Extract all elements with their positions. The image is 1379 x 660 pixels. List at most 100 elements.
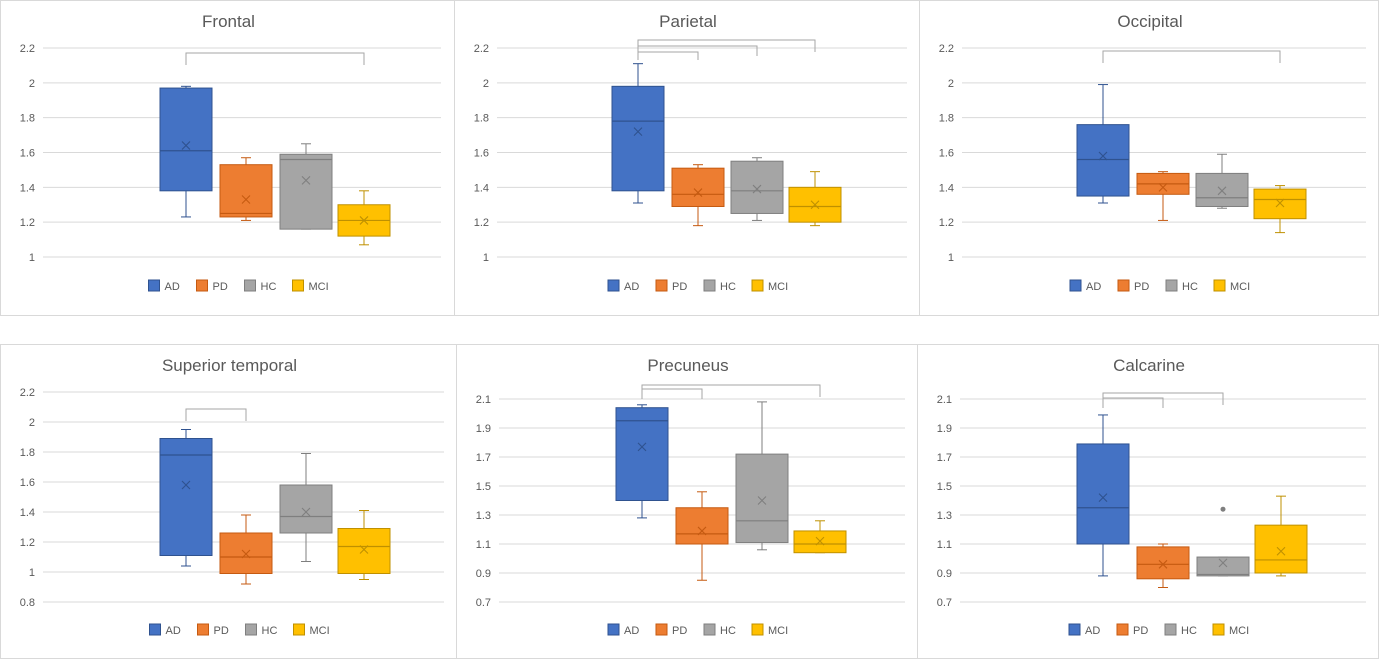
legend-swatch [607,279,620,292]
legend-item-mci: MCI [1213,279,1250,293]
legend-label: MCI [1229,625,1249,637]
legend-label: PD [214,625,229,637]
mean-marker [1217,186,1227,196]
legend-label: HC [1181,625,1197,637]
significance-bracket [185,52,365,65]
legend-item-pd: PD [1116,623,1148,637]
legend-item-mci: MCI [1212,623,1249,637]
legend-label: AD [166,625,181,637]
legend-label: HC [720,625,736,637]
y-tick-label: 1.2 [20,217,35,229]
chart-svg-precuneus: Precuneus 2.1 1.9 1.7 1.5 1.3 1.1 0.9 0.7 AD PD HC M… [476,356,905,637]
y-tick-label: 2 [29,78,35,90]
chart-panel-precuneus: Precuneus 2.1 1.9 1.7 1.5 1.3 1.1 0.9 0.7 AD PD HC M… [456,344,918,659]
legend-swatch [1212,623,1225,636]
y-tick-label: 2.1 [937,394,952,406]
chart-panel-frontal: Frontal 2.2 2 1.8 1.6 1.4 1.2 1 AD PD HC MCI [0,0,455,316]
box-mci [1253,185,1307,234]
y-tick-label: 0.9 [937,568,952,580]
y-tick-label: 1.6 [20,477,35,489]
chart-panel-calcarine: Calcarine 2.1 1.9 1.7 1.5 1.3 1.1 0.9 0.7 AD PD HC M… [917,344,1379,659]
legend-item-pd: PD [1117,279,1149,293]
y-tick-label: 1.4 [20,507,35,519]
significance-bracket [641,388,703,399]
box-pd [675,491,729,581]
box-pd [1136,171,1190,221]
legend-label: HC [261,281,277,293]
box-pd [1136,543,1190,588]
mean-marker [181,480,191,490]
y-tick-label: 1.5 [476,481,491,493]
legend-swatch [1116,623,1129,636]
legend-item-pd: PD [655,279,687,293]
mean-marker [697,526,707,536]
chart-title: Superior temporal [162,356,297,375]
legend-label: PD [672,281,687,293]
iqr-box [675,507,729,545]
legend-swatch [655,623,668,636]
y-tick-label: 1.9 [937,423,952,435]
mean-marker [1158,559,1168,569]
chart-panel-parietal: Parietal 2.2 2 1.8 1.6 1.4 1.2 1 AD PD HC MCI [454,0,920,316]
y-tick-label: 1.2 [20,537,35,549]
legend-item-hc: HC [1164,623,1197,637]
iqr-box [1254,524,1308,574]
iqr-box [159,87,213,192]
y-tick-label: 2 [948,78,954,90]
chart-title: Precuneus [647,356,728,375]
y-tick-label: 2.2 [939,43,954,55]
y-tick-label: 1.7 [476,452,491,464]
legend-item-hc: HC [244,279,277,293]
iqr-box [1196,556,1250,577]
outlier-point [1220,506,1226,512]
legend-label: MCI [310,625,330,637]
iqr-box [219,164,273,218]
legend-label: MCI [309,281,329,293]
mean-marker [815,536,825,546]
legend-swatch [149,623,161,636]
y-tick-label: 1.4 [939,182,954,194]
mean-marker [1275,198,1285,208]
y-tick-label: 1.6 [939,148,954,160]
chart-title: Occipital [1117,12,1182,31]
iqr-box [1136,546,1190,580]
legend-item-hc: HC [245,623,277,637]
box-ad [1076,84,1130,204]
y-tick-label: 1.2 [939,217,954,229]
y-tick-label: 2.2 [474,43,489,55]
legend-label: AD [1086,281,1101,293]
legend-item-hc: HC [1165,279,1198,293]
significance-bracket [1102,397,1164,408]
iqr-box [735,453,789,544]
legend-label: PD [213,281,228,293]
legend-swatch [1213,279,1226,292]
iqr-box [1253,188,1307,220]
iqr-box [1076,443,1130,545]
legend-swatch [703,279,716,292]
box-mci [337,190,391,246]
box-hc [1196,506,1250,577]
y-tick-label: 1.4 [20,182,35,194]
legend-label: MCI [1230,281,1250,293]
y-tick-label: 1 [483,252,489,264]
legend-swatch [292,279,304,292]
legend-swatch [293,623,305,636]
chart-svg-occipital: Occipital 2.2 2 1.8 1.6 1.4 1.2 1 AD PD HC MCI [939,12,1366,293]
mean-marker [181,141,191,150]
y-tick-label: 1.3 [937,510,952,522]
mean-marker [1276,546,1286,556]
legend-item-mci: MCI [751,623,788,637]
y-tick-label: 1 [29,567,35,579]
mean-marker [301,175,311,185]
box-ad [615,404,669,519]
chart-title: Frontal [202,12,255,31]
legend-swatch [1165,279,1178,292]
y-tick-label: 1.8 [939,113,954,125]
mean-marker [359,216,369,225]
y-tick-label: 2 [483,78,489,90]
mean-marker [637,442,647,452]
legend-swatch [196,279,208,292]
iqr-box [337,528,391,574]
y-tick-label: 2.1 [476,394,491,406]
legend-swatch [655,279,668,292]
